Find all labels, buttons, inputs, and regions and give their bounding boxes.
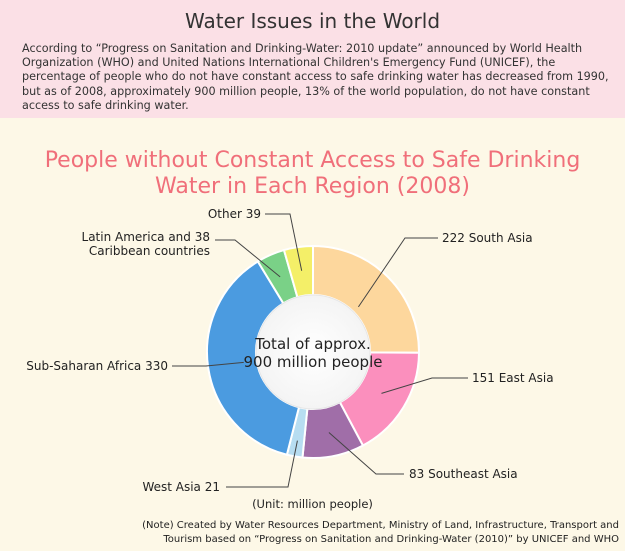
center-label-line-2: 900 million people (244, 353, 383, 371)
slice-label: West Asia 21 (142, 480, 220, 494)
unit-label: (Unit: million people) (252, 497, 373, 511)
slice-label: 222 South Asia (442, 231, 533, 245)
source-note: (Note) Created by Water Resources Depart… (59, 519, 619, 546)
chart-title: People without Constant Access to Safe D… (0, 148, 625, 200)
leader-line (265, 213, 303, 271)
chart-title-line-2: Water in Each Region (2008) (155, 174, 470, 199)
leader-line (381, 377, 468, 394)
slice-label-line-2: Caribbean countries (89, 244, 210, 258)
source-note-line-1: (Note) Created by Water Resources Depart… (142, 520, 619, 531)
chart-title-line-1: People without Constant Access to Safe D… (44, 148, 581, 173)
leader-line (328, 432, 404, 475)
slice-label: Other 39 (208, 207, 261, 221)
header-band (0, 0, 625, 118)
leader-line (172, 361, 244, 367)
slice-label: Sub-Saharan Africa 330 (26, 359, 168, 373)
slice-label: 151 East Asia (472, 371, 554, 385)
leader-line (226, 440, 298, 488)
donut-hole (255, 294, 371, 410)
source-note-line-2: Tourism based on “Progress on Sanitation… (163, 533, 619, 545)
page-title: Water Issues in the World (184, 9, 441, 33)
leader-line (215, 239, 281, 278)
slice-label: 83 Southeast Asia (409, 467, 518, 481)
slice-label: Latin America and 38 (82, 230, 210, 244)
leader-line (358, 237, 438, 308)
center-label-line-1: Total of approx. (254, 335, 370, 353)
intro-paragraph: According to “Progress on Sanitation and… (22, 42, 609, 112)
